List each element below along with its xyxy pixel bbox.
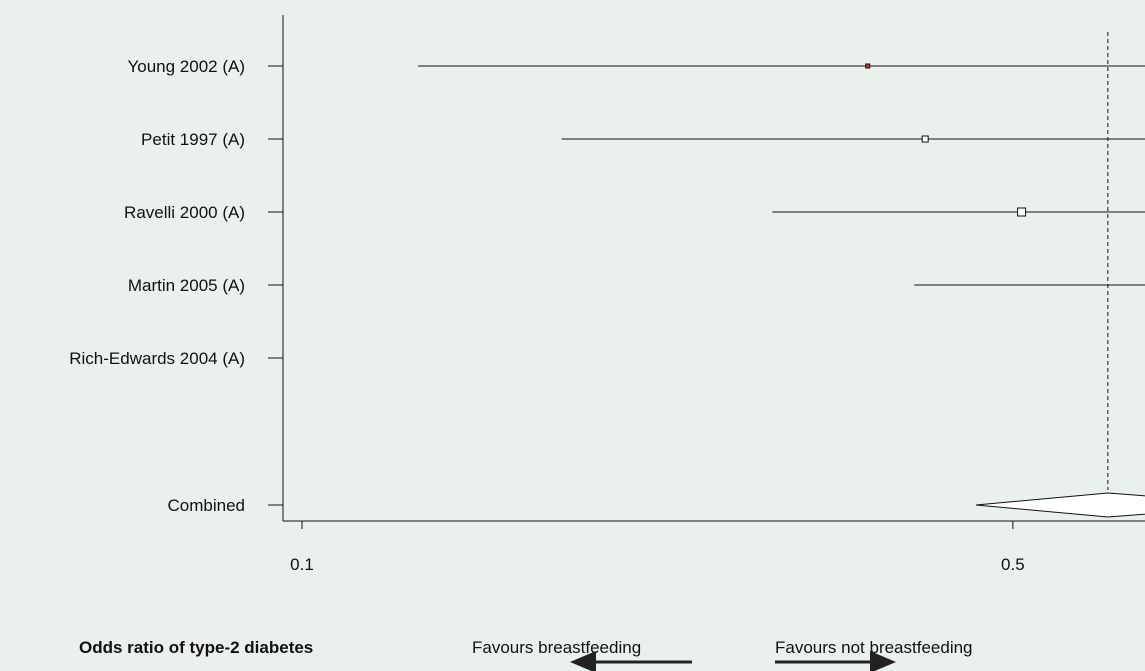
combined-label: Combined <box>168 496 246 515</box>
favours-right-label: Favours not breastfeeding <box>775 638 973 657</box>
direction-arrows <box>570 651 896 671</box>
left-arrow-icon <box>570 651 692 671</box>
axes: 0.10.512Young 2002 (A)Petit 1997 (A)Rave… <box>69 15 1145 574</box>
favours-left-label: Favours breastfeeding <box>472 638 641 657</box>
combined-diamond <box>975 492 1145 518</box>
right-arrow-icon <box>775 651 896 671</box>
labels: Odds ratio of type-2 diabetes Favours br… <box>79 638 973 657</box>
x-tick-label: 0.5 <box>1001 555 1025 574</box>
study-point <box>921 135 929 143</box>
study-point <box>865 63 871 69</box>
study-label: Martin 2005 (A) <box>128 276 245 295</box>
study-point <box>1017 207 1027 217</box>
study-label: Rich-Edwards 2004 (A) <box>69 349 245 368</box>
study-label: Ravelli 2000 (A) <box>124 203 245 222</box>
x-axis-label: Odds ratio of type-2 diabetes <box>79 638 313 657</box>
plot-marks <box>417 32 1145 518</box>
x-tick-label: 0.1 <box>290 555 314 574</box>
study-label: Young 2002 (A) <box>127 57 245 76</box>
study-label: Petit 1997 (A) <box>141 130 245 149</box>
